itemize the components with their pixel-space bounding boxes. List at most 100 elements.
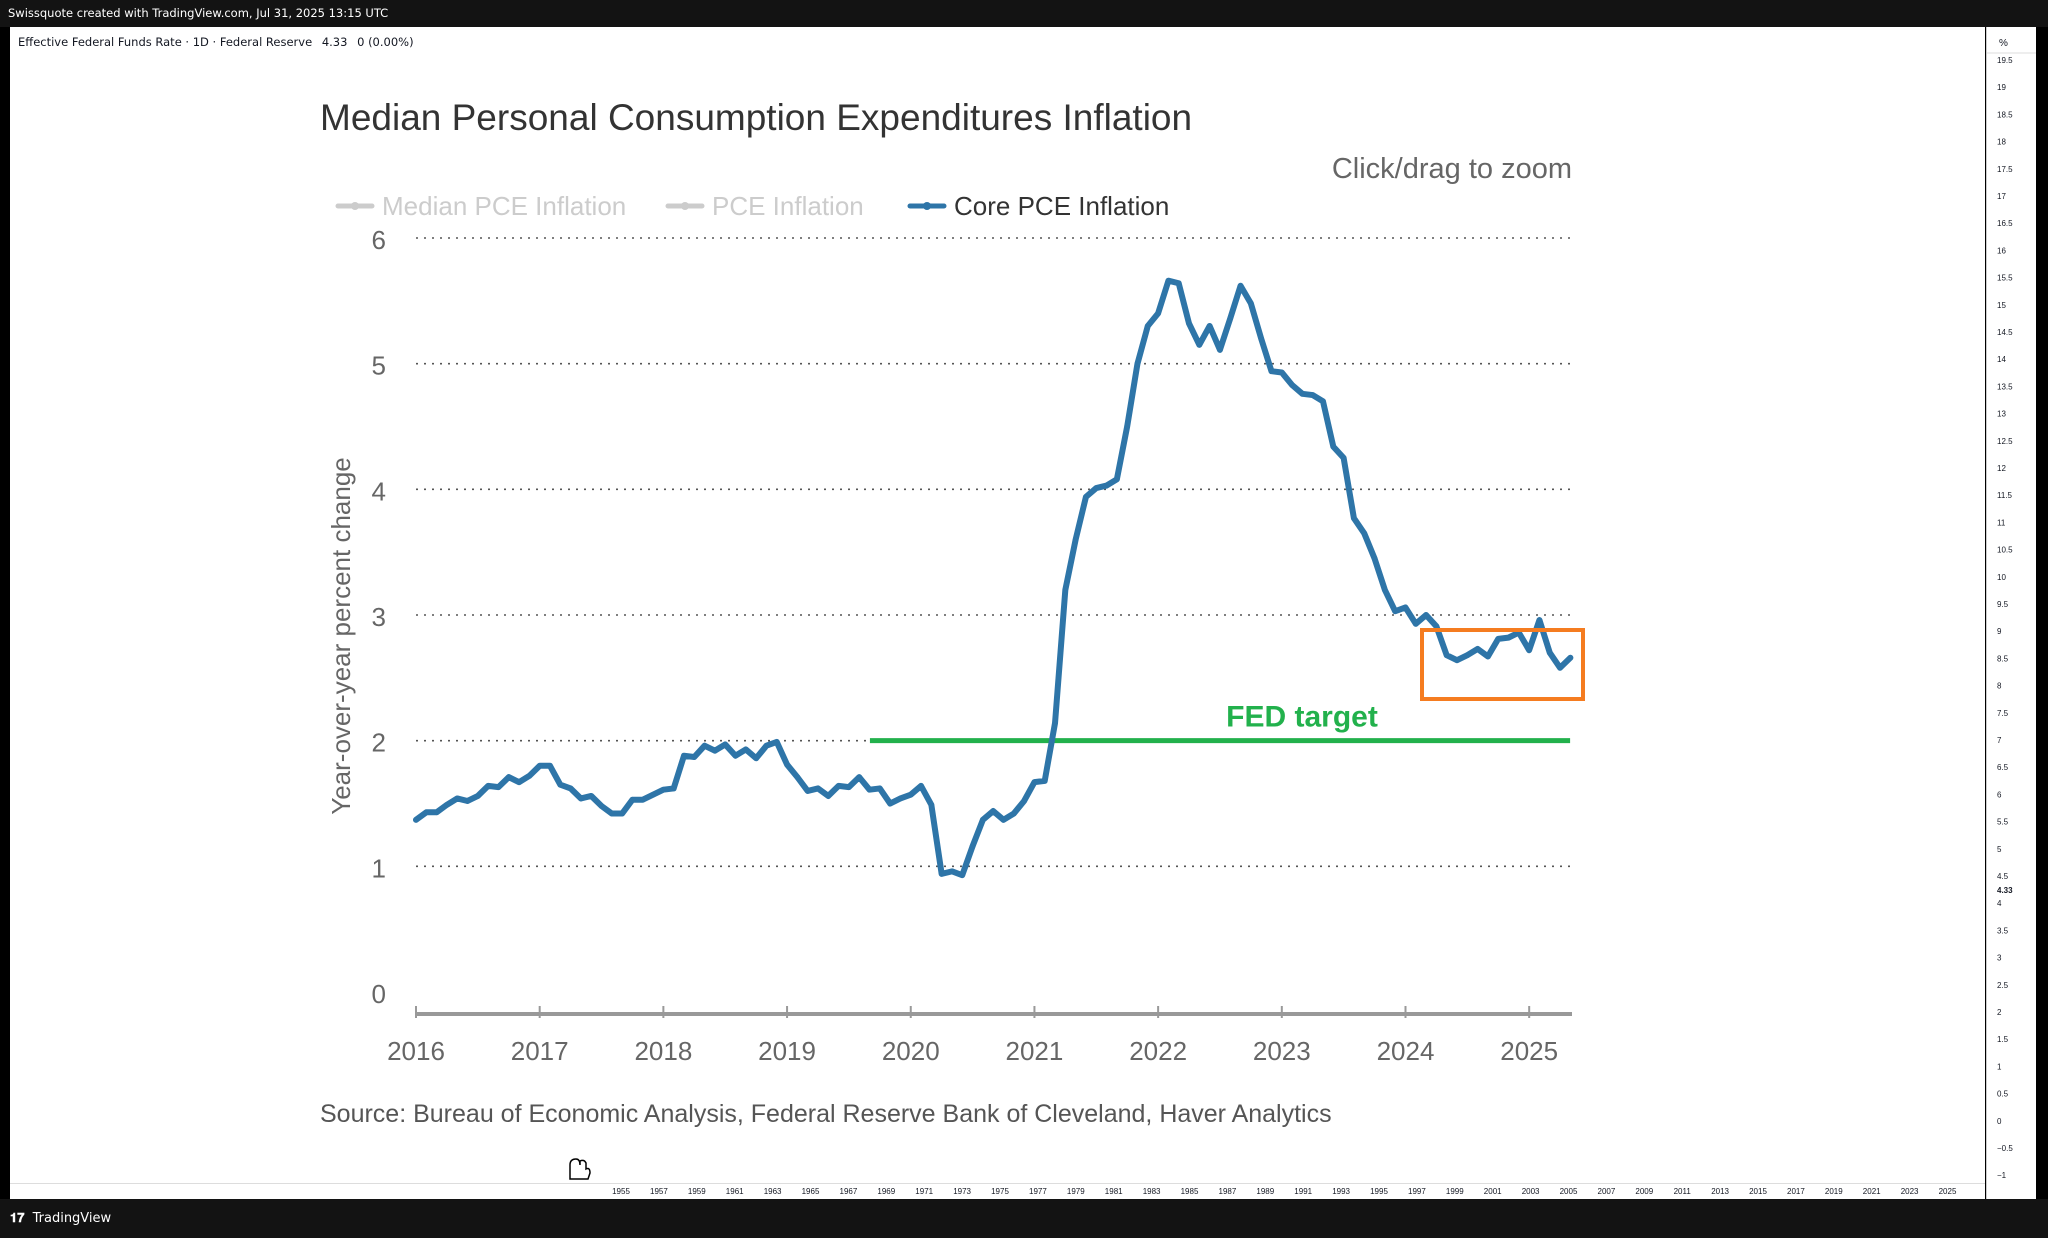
x-axis: 2016 2017 2018 2019 2020 2021 2022 2023 2024 2025 [387, 1006, 1572, 1066]
legend-item-2[interactable]: Core PCE Inflation [907, 191, 1169, 221]
price-scale-label: 10 [1997, 573, 2006, 582]
data-point [804, 788, 811, 794]
data-point [712, 747, 718, 754]
data-point [444, 801, 450, 808]
price-scale-label: 13.5 [1997, 382, 2013, 391]
price-scale-label: −0.5 [1997, 1144, 2013, 1153]
data-point [1103, 482, 1110, 489]
data-point [1021, 798, 1027, 804]
data-point [1031, 779, 1038, 785]
data-point [1175, 280, 1182, 287]
time-scale-label: 1971 [915, 1187, 933, 1196]
data-point [743, 746, 749, 753]
legend-item-0[interactable]: Median PCE Inflation [335, 191, 626, 221]
data-point [784, 761, 790, 768]
data-point [846, 784, 852, 790]
time-scale-label: 1979 [1067, 1187, 1085, 1196]
chart-gridlines [416, 237, 1570, 868]
y-tick-label: 6 [372, 225, 386, 255]
data-point [619, 810, 625, 817]
data-point [588, 793, 595, 799]
price-scale-label: 4.5 [1997, 872, 2009, 881]
price-scale-label: 11.5 [1997, 491, 2013, 500]
data-point [907, 791, 914, 798]
time-scale-label: 2003 [1522, 1187, 1540, 1196]
y-tick-label: 1 [372, 853, 386, 883]
price-scale-label: 2.5 [1997, 981, 2009, 990]
source-note: Source: Bureau of Economic Analysis, Fed… [320, 1100, 1332, 1128]
data-point [877, 785, 883, 792]
price-scale-current: 4.33 [1997, 886, 2013, 895]
symbol-legend[interactable]: Effective Federal Funds Rate · 1D · Fede… [18, 35, 414, 49]
time-scale[interactable]: 1955 1957 1959 1961 1963 1965 1967 1969 1971 1973… [0, 1182, 2048, 1202]
data-point [1371, 555, 1378, 562]
y-axis-ticks: 0 1 2 3 4 5 6 [372, 225, 386, 1009]
time-scale-label: 1991 [1294, 1187, 1312, 1196]
time-scale-label: 1973 [953, 1187, 971, 1196]
data-point [1144, 323, 1151, 329]
data-point [990, 808, 996, 814]
time-scale-label: 1959 [688, 1187, 706, 1196]
time-scale-label: 2001 [1484, 1187, 1502, 1196]
data-point [1320, 398, 1326, 405]
price-scale-label: 3 [1997, 954, 2002, 963]
data-point [949, 868, 955, 875]
time-scale-label: 1981 [1105, 1187, 1123, 1196]
data-point [938, 871, 945, 877]
fed-target-label: FED target [1226, 701, 1378, 734]
data-point [1536, 617, 1543, 623]
price-scale-label: 17.5 [1997, 165, 2013, 174]
data-point [598, 803, 605, 809]
price-scale-label: 10.5 [1997, 546, 2013, 555]
symbol-value: 4.33 [321, 35, 348, 49]
price-scale-label: 16 [1997, 246, 2006, 255]
time-scale-label: 2009 [1635, 1187, 1653, 1196]
price-scale[interactable]: % 19.5 19 18.5 18 17.5 17 16.5 16 15.5 15 14.5 14 13.… [1986, 27, 2037, 1199]
price-scale-label: 8 [1997, 682, 2002, 691]
time-axis-line [10, 1183, 1985, 1184]
price-scale-label: 11 [1997, 518, 2006, 527]
price-scale-label: 12.5 [1997, 437, 2013, 446]
data-point [1093, 485, 1100, 491]
data-point [1124, 423, 1130, 430]
y-tick-label: 3 [372, 602, 386, 632]
brand[interactable]: 𝟏𝟕 TradingView [10, 1211, 111, 1226]
price-scale-label: 9.5 [1997, 600, 2009, 609]
data-point [1289, 382, 1295, 388]
data-point [650, 791, 656, 798]
fed-target-group: FED target [869, 701, 1571, 744]
time-scale-label: 2007 [1598, 1187, 1616, 1196]
time-scale-label: 2005 [1560, 1187, 1578, 1196]
data-point [464, 798, 471, 804]
data-point [815, 785, 821, 792]
price-scale-label: 3.5 [1997, 926, 2009, 935]
data-point [1165, 277, 1172, 284]
data-point [1134, 360, 1141, 367]
zoom-hint[interactable]: Click/drag to zoom [1332, 153, 1572, 185]
time-scale-label: 1983 [1143, 1187, 1161, 1196]
data-point [670, 785, 677, 792]
time-scale-label: 1985 [1181, 1187, 1199, 1196]
data-point [1505, 634, 1512, 641]
data-point [980, 817, 986, 823]
price-scale-label: 7 [1997, 736, 2002, 745]
data-point [1155, 310, 1161, 317]
data-point [1495, 636, 1502, 642]
data-point [887, 800, 893, 807]
time-scale-label: 2013 [1711, 1187, 1729, 1196]
data-point [1474, 646, 1481, 652]
tradingview-logo-icon: 𝟏𝟕 [10, 1211, 25, 1226]
data-point [1485, 653, 1491, 660]
data-point [516, 779, 522, 785]
data-point [773, 739, 780, 745]
price-scale-unit: % [1999, 38, 2008, 49]
legend-item-1[interactable]: PCE Inflation [665, 191, 864, 221]
x-tick-label: 2018 [634, 1036, 692, 1066]
data-point [701, 742, 708, 749]
chart-panel[interactable] [10, 27, 1985, 1199]
price-scale-label: 1.5 [1997, 1035, 2009, 1044]
time-scale-label: 1969 [877, 1187, 895, 1196]
legend-marker-icon [351, 202, 359, 210]
x-tick-label: 2022 [1129, 1036, 1187, 1066]
data-point [1382, 587, 1388, 593]
